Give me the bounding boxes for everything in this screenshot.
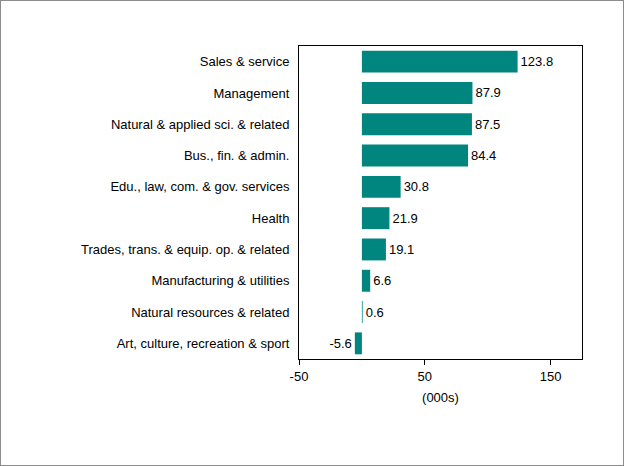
svg-text:Natural & applied sci. & relat: Natural & applied sci. & related (111, 117, 289, 132)
svg-text:Natural resources & related: Natural resources & related (131, 305, 289, 320)
svg-text:0.6: 0.6 (366, 305, 384, 320)
svg-text:123.8: 123.8 (521, 54, 554, 69)
svg-text:19.1: 19.1 (389, 242, 414, 257)
svg-text:Edu., law, com. & gov. service: Edu., law, com. & gov. services (110, 179, 289, 194)
svg-text:150: 150 (540, 369, 562, 384)
svg-text:-5.6: -5.6 (329, 336, 351, 351)
svg-text:Management: Management (214, 86, 290, 101)
svg-text:84.4: 84.4 (471, 148, 496, 163)
svg-text:87.9: 87.9 (475, 85, 500, 100)
svg-text:Health: Health (252, 211, 290, 226)
svg-text:Bus., fin. & admin.: Bus., fin. & admin. (184, 148, 290, 163)
svg-text:21.9: 21.9 (392, 211, 417, 226)
svg-text:30.8: 30.8 (404, 179, 429, 194)
svg-text:Sales & service: Sales & service (200, 54, 290, 69)
svg-text:50: 50 (418, 369, 432, 384)
svg-text:Manufacturing & utilities: Manufacturing & utilities (151, 273, 290, 288)
svg-text:(000s): (000s) (422, 390, 459, 405)
svg-text:87.5: 87.5 (475, 117, 500, 132)
svg-text:6.6: 6.6 (373, 273, 391, 288)
svg-text:-50: -50 (290, 369, 309, 384)
svg-text:Art, culture, recreation & spo: Art, culture, recreation & sport (117, 336, 290, 351)
svg-text:Trades, trans. & equip. op. &: Trades, trans. & equip. op. & related (81, 242, 289, 257)
